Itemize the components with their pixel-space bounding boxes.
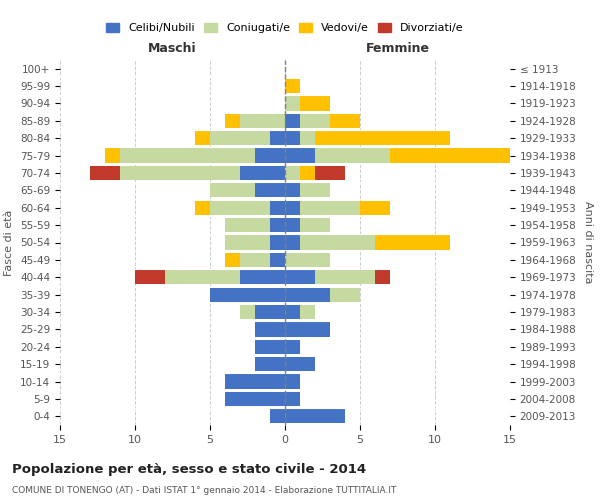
Bar xyxy=(285,322,330,336)
Bar xyxy=(285,305,300,319)
Bar xyxy=(300,114,330,128)
Text: Femmine: Femmine xyxy=(365,42,430,55)
Bar xyxy=(240,270,285,284)
Bar xyxy=(300,305,315,319)
Bar xyxy=(390,148,525,162)
Legend: Celibi/Nubili, Coniugati/e, Vedovi/e, Divorziati/e: Celibi/Nubili, Coniugati/e, Vedovi/e, Di… xyxy=(102,18,468,38)
Bar xyxy=(195,200,210,215)
Bar xyxy=(240,253,270,267)
Bar xyxy=(270,409,285,424)
Bar xyxy=(330,288,360,302)
Bar xyxy=(360,200,390,215)
Bar xyxy=(255,322,285,336)
Text: COMUNE DI TONENGO (AT) - Dati ISTAT 1° gennaio 2014 - Elaborazione TUTTITALIA.IT: COMUNE DI TONENGO (AT) - Dati ISTAT 1° g… xyxy=(12,486,397,495)
Bar xyxy=(195,131,210,146)
Bar xyxy=(165,270,240,284)
Bar xyxy=(225,236,270,250)
Bar xyxy=(285,96,300,110)
Bar xyxy=(285,288,330,302)
Bar xyxy=(315,131,450,146)
Bar xyxy=(285,166,300,180)
Bar xyxy=(285,218,300,232)
Bar xyxy=(285,236,300,250)
Bar xyxy=(285,131,300,146)
Bar xyxy=(270,236,285,250)
Bar xyxy=(225,374,285,388)
Bar xyxy=(225,114,240,128)
Bar xyxy=(375,236,450,250)
Text: Maschi: Maschi xyxy=(148,42,197,55)
Bar xyxy=(285,392,300,406)
Text: Popolazione per età, sesso e stato civile - 2014: Popolazione per età, sesso e stato civil… xyxy=(12,462,366,475)
Bar xyxy=(300,96,330,110)
Bar xyxy=(285,200,300,215)
Bar xyxy=(255,183,285,198)
Bar xyxy=(285,148,315,162)
Bar xyxy=(300,236,375,250)
Bar xyxy=(270,131,285,146)
Bar xyxy=(90,166,120,180)
Bar xyxy=(240,166,285,180)
Bar xyxy=(270,218,285,232)
Bar xyxy=(240,305,255,319)
Bar xyxy=(315,148,390,162)
Bar xyxy=(225,218,270,232)
Bar xyxy=(285,79,300,93)
Bar xyxy=(285,114,300,128)
Bar xyxy=(375,270,390,284)
Bar xyxy=(330,114,360,128)
Bar xyxy=(255,148,285,162)
Bar xyxy=(210,131,270,146)
Bar xyxy=(285,340,300,354)
Bar xyxy=(210,183,255,198)
Y-axis label: Fasce di età: Fasce di età xyxy=(4,210,14,276)
Bar xyxy=(210,200,270,215)
Bar xyxy=(300,183,330,198)
Bar xyxy=(210,288,285,302)
Bar xyxy=(285,270,315,284)
Bar xyxy=(240,114,285,128)
Bar xyxy=(255,357,285,372)
Bar xyxy=(120,166,240,180)
Bar xyxy=(285,374,300,388)
Bar xyxy=(135,270,165,284)
Bar xyxy=(300,218,330,232)
Bar xyxy=(225,253,240,267)
Bar xyxy=(300,131,315,146)
Bar xyxy=(300,200,360,215)
Bar xyxy=(285,357,315,372)
Bar xyxy=(255,305,285,319)
Bar xyxy=(255,340,285,354)
Bar xyxy=(300,166,315,180)
Bar xyxy=(315,270,375,284)
Bar xyxy=(225,392,285,406)
Bar xyxy=(270,253,285,267)
Bar xyxy=(315,166,345,180)
Bar xyxy=(285,253,330,267)
Bar xyxy=(120,148,255,162)
Y-axis label: Anni di nascita: Anni di nascita xyxy=(583,201,593,284)
Bar xyxy=(285,183,300,198)
Bar xyxy=(270,200,285,215)
Bar xyxy=(285,409,345,424)
Bar xyxy=(105,148,120,162)
